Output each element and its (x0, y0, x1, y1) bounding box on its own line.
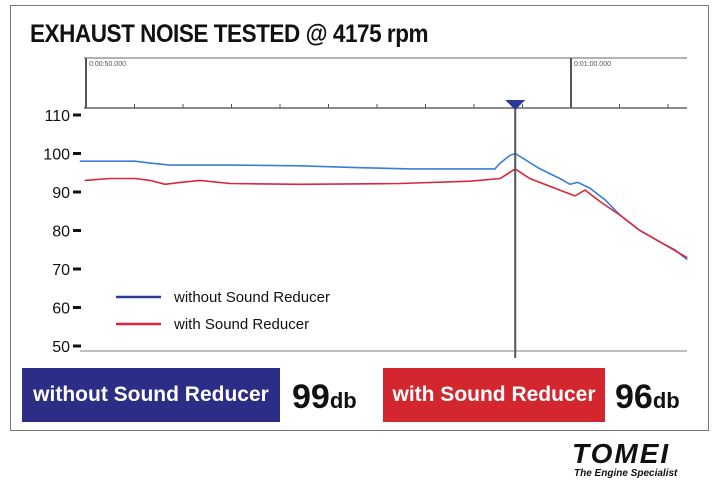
series-line-0 (80, 152, 688, 261)
data-point (559, 177, 561, 180)
data-point (299, 183, 301, 185)
y-tick-label: 100 (43, 147, 70, 164)
data-point (577, 181, 579, 183)
data-point (584, 189, 586, 191)
without-reducer-label-box: without Sound Reducer (22, 368, 280, 422)
data-point (599, 201, 601, 203)
legend-label: without Sound Reducer (173, 289, 330, 306)
data-point (134, 177, 136, 180)
data-point (574, 195, 576, 197)
data-point (359, 167, 361, 169)
data-point (686, 256, 688, 259)
data-point (499, 177, 501, 180)
tomei-logo: TOMEI The Engine Specialist (572, 438, 678, 480)
y-tick-label: 110 (44, 108, 70, 125)
y-tick-mark (73, 306, 81, 309)
without-reducer-label: without Sound Reducer (33, 383, 269, 406)
data-point (149, 162, 151, 164)
timeline-label: 0:00:50.000 (89, 61, 126, 68)
y-tick-mark (73, 267, 81, 271)
y-tick-label: 70 (52, 262, 70, 279)
series-line-1 (84, 167, 688, 259)
data-point (494, 168, 496, 170)
data-point (79, 160, 81, 162)
data-point (229, 182, 231, 185)
data-point (409, 168, 411, 170)
chart-frame (10, 5, 709, 431)
line-chart: 0:00:50.000 0:01:00.000 110 100 90 80 70 60 50 wi… (43, 57, 688, 358)
data-point (686, 258, 688, 260)
data-point (659, 241, 661, 243)
y-tick-label: 60 (52, 301, 70, 318)
without-reducer-value: 99db (292, 378, 357, 416)
data-point (639, 229, 641, 232)
data-point (589, 187, 591, 189)
data-point (509, 154, 511, 157)
with-reducer-value: 96db (615, 378, 680, 416)
y-tick-label: 50 (52, 339, 70, 356)
data-point (164, 183, 166, 185)
with-reducer-label-box: with Sound Reducer (383, 368, 605, 422)
chart-title: EXHAUST NOISE TESTED @ 4175 rpm (30, 20, 429, 48)
data-point (229, 164, 231, 166)
data-point (399, 182, 401, 185)
data-point (169, 164, 171, 166)
data-point (569, 183, 571, 185)
with-reducer-label: with Sound Reducer (392, 383, 596, 406)
data-point (149, 179, 151, 182)
legend-label: with Sound Reducer (173, 316, 309, 333)
data-point (134, 160, 136, 162)
y-tick-mark (73, 113, 81, 117)
y-tick-label: 90 (52, 185, 70, 202)
data-point (619, 214, 621, 216)
data-point (109, 177, 111, 180)
timeline-label: 0:01:00.000 (574, 61, 611, 68)
data-point (199, 179, 201, 182)
y-tick-mark (73, 344, 81, 348)
y-tick-mark (73, 190, 81, 194)
y-tick-label: 80 (52, 224, 70, 241)
data-point (529, 177, 531, 180)
data-point (559, 189, 561, 191)
data-point (299, 165, 301, 167)
cursor-marker-icon (505, 100, 526, 110)
data-point (469, 180, 471, 182)
data-point (539, 168, 541, 170)
y-tick-mark (73, 229, 81, 232)
data-point (499, 162, 501, 164)
data-point (604, 199, 606, 201)
y-tick-mark (73, 152, 81, 155)
data-point (179, 181, 181, 183)
data-point (84, 179, 86, 182)
